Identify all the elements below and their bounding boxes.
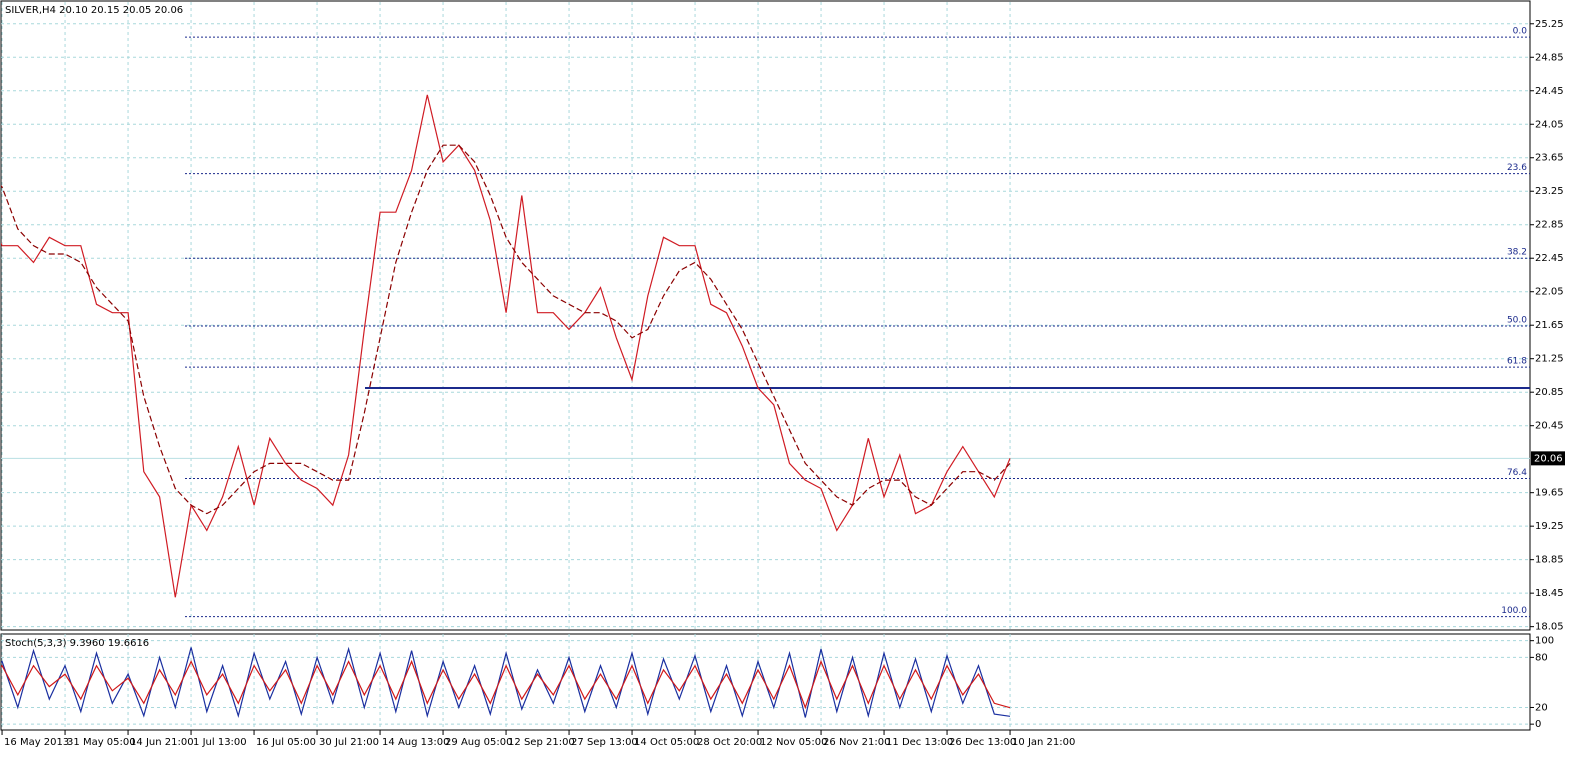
y-tick-label: 20 bbox=[1535, 702, 1548, 713]
x-tick-label: 28 Oct 20:00 bbox=[697, 737, 762, 748]
x-tick-label: 10 Jan 21:00 bbox=[1012, 737, 1075, 748]
x-tick-label: 14 Aug 13:00 bbox=[382, 737, 449, 748]
x-tick-label: 29 Aug 05:00 bbox=[445, 737, 512, 748]
y-tick-label: 23.65 bbox=[1535, 153, 1564, 164]
y-tick-label: 20.85 bbox=[1535, 387, 1564, 398]
x-tick-label: 16 May 2013 bbox=[4, 737, 69, 748]
x-tick-label: 26 Dec 13:00 bbox=[949, 737, 1016, 748]
y-tick-label: 22.05 bbox=[1535, 287, 1564, 298]
last-price-box bbox=[1531, 451, 1565, 466]
y-tick-label: 21.65 bbox=[1535, 320, 1564, 331]
y-tick-label: 25.25 bbox=[1535, 19, 1564, 30]
fib-label: 50.0 bbox=[1507, 316, 1527, 326]
fib-label: 38.2 bbox=[1507, 248, 1527, 258]
x-tick-label: 26 Nov 21:00 bbox=[823, 737, 890, 748]
series-line bbox=[1, 144, 1011, 515]
y-tick-label: 24.45 bbox=[1535, 86, 1564, 97]
series-line bbox=[1, 659, 1011, 710]
y-tick-label: 80 bbox=[1535, 652, 1548, 663]
y-tick-label: 18.05 bbox=[1535, 622, 1564, 633]
x-tick-label: 11 Dec 13:00 bbox=[886, 737, 953, 748]
main-panel bbox=[0, 0, 1531, 631]
fib-label: 61.8 bbox=[1507, 357, 1527, 367]
main-plot: 0.0 23.6 38.2 50.0 61.8 76.4 100.0 bbox=[1, 2, 1530, 630]
y-tick-label: 19.25 bbox=[1535, 521, 1564, 532]
y-tick-label: 24.85 bbox=[1535, 52, 1564, 63]
x-tick-label: 1 Jul 13:00 bbox=[193, 737, 247, 748]
x-tick-label: 31 May 05:00 bbox=[67, 737, 136, 748]
x-tick-label: 14 Oct 05:00 bbox=[634, 737, 699, 748]
stoch-panel bbox=[0, 633, 1531, 731]
series-line bbox=[1, 94, 1011, 598]
y-tick-label: 100 bbox=[1535, 636, 1554, 647]
stoch-title: Stoch(5,3,3) 9.3960 19.6616 bbox=[5, 638, 149, 649]
y-tick-label: 22.85 bbox=[1535, 220, 1564, 231]
fib-label: 23.6 bbox=[1507, 163, 1527, 173]
y-tick-label: 21.25 bbox=[1535, 354, 1564, 365]
x-tick-label: 12 Nov 05:00 bbox=[760, 737, 827, 748]
chart-title: SILVER,H4 20.10 20.15 20.05 20.06 bbox=[5, 5, 183, 16]
y-tick-label: 23.25 bbox=[1535, 186, 1564, 197]
x-tick-label: 27 Sep 13:00 bbox=[571, 737, 638, 748]
y-tick-label: 0 bbox=[1535, 719, 1541, 730]
y-tick-label: 20.45 bbox=[1535, 421, 1564, 432]
fib-label: 76.4 bbox=[1507, 468, 1527, 478]
x-tick-label: 14 Jun 21:00 bbox=[130, 737, 194, 748]
last-price-label: 20.06 bbox=[1534, 453, 1563, 464]
fib-label: 100.0 bbox=[1501, 606, 1527, 616]
x-tick-label: 12 Sep 21:00 bbox=[508, 737, 575, 748]
y-tick-label: 18.85 bbox=[1535, 555, 1564, 566]
x-tick-label: 30 Jul 21:00 bbox=[319, 737, 379, 748]
y-tick-label: 22.45 bbox=[1535, 253, 1564, 264]
fib-label: 0.0 bbox=[1513, 27, 1528, 37]
y-tick-label: 18.45 bbox=[1535, 588, 1564, 599]
stoch-plot bbox=[1, 634, 1530, 730]
y-tick-label: 24.05 bbox=[1535, 119, 1564, 130]
y-tick-label: 19.65 bbox=[1535, 488, 1564, 499]
x-tick-label: 16 Jul 05:00 bbox=[256, 737, 316, 748]
